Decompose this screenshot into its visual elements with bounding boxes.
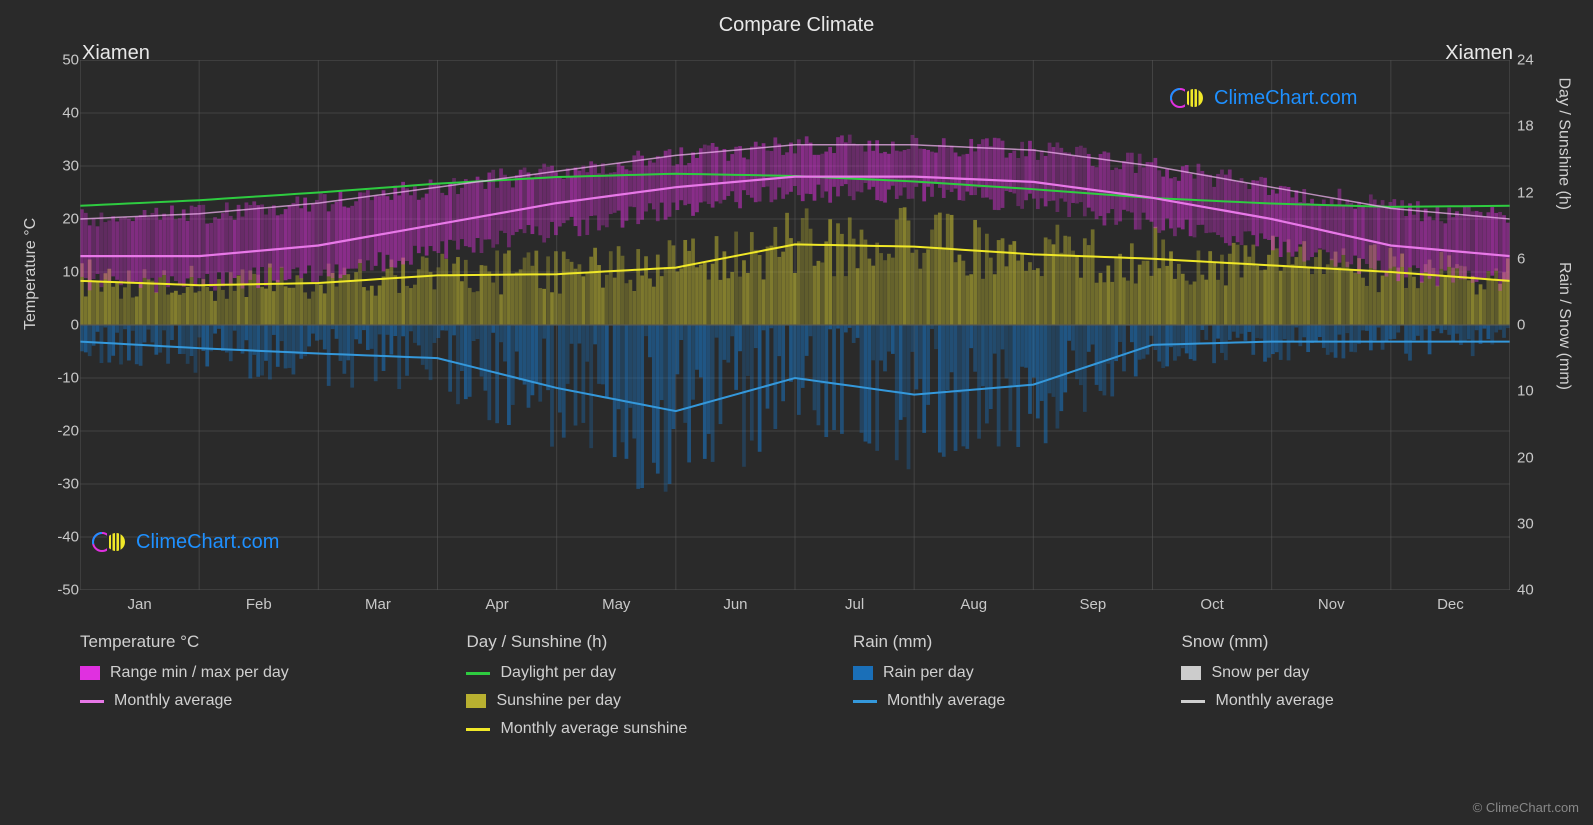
legend-header-temp: Temperature °C <box>80 632 466 652</box>
swatch-sunshine <box>466 694 486 708</box>
legend-col-day: Day / Sunshine (h) Daylight per day Suns… <box>466 632 852 748</box>
legend-item-temp-range: Range min / max per day <box>80 664 466 682</box>
y-axis-label-right-top: Day / Sunshine (h) <box>1555 77 1573 210</box>
brand-text: ClimeChart.com <box>1214 87 1357 110</box>
legend-label: Monthly average <box>1215 692 1333 710</box>
y-ticks-right: 2418126010203040 <box>1517 60 1545 590</box>
legend-col-snow: Snow (mm) Snow per day Monthly average <box>1181 632 1510 748</box>
legend-item-rain-day: Rain per day <box>853 664 1182 682</box>
chart-title: Compare Climate <box>0 0 1593 37</box>
climate-chart-svg <box>80 60 1510 590</box>
legend-item-temp-avg: Monthly average <box>80 692 466 710</box>
y-axis-label-right-bottom: Rain / Snow (mm) <box>1555 262 1573 390</box>
swatch-rain <box>853 666 873 680</box>
y-ticks-left: 50403020100-10-20-30-40-50 <box>45 60 79 590</box>
legend-header-day: Day / Sunshine (h) <box>466 632 852 652</box>
brand-logo-bottom: ClimeChart.com <box>92 530 279 554</box>
legend: Temperature °C Range min / max per day M… <box>80 632 1510 748</box>
plot-area <box>80 60 1510 590</box>
legend-col-rain: Rain (mm) Rain per day Monthly average <box>853 632 1182 748</box>
copyright: © ClimeChart.com <box>1473 800 1579 815</box>
legend-label: Monthly average <box>114 692 232 710</box>
swatch-rain-avg <box>853 700 877 703</box>
legend-label: Sunshine per day <box>496 692 621 710</box>
brand-icon <box>1170 86 1206 110</box>
brand-icon <box>92 530 128 554</box>
legend-col-temp: Temperature °C Range min / max per day M… <box>80 632 466 748</box>
x-ticks: JanFebMarAprMayJunJulAugSepOctNovDec <box>80 596 1510 618</box>
brand-text: ClimeChart.com <box>136 531 279 554</box>
legend-item-snow-avg: Monthly average <box>1181 692 1510 710</box>
legend-label: Daylight per day <box>500 664 616 682</box>
legend-label: Range min / max per day <box>110 664 289 682</box>
legend-label: Monthly average <box>887 692 1005 710</box>
swatch-sunshine-avg <box>466 728 490 731</box>
legend-label: Monthly average sunshine <box>500 720 687 738</box>
legend-item-sunshine-avg: Monthly average sunshine <box>466 720 852 738</box>
legend-item-daylight: Daylight per day <box>466 664 852 682</box>
swatch-snow-avg <box>1181 700 1205 703</box>
swatch-snow <box>1181 666 1201 680</box>
legend-header-snow: Snow (mm) <box>1181 632 1510 652</box>
legend-label: Rain per day <box>883 664 974 682</box>
legend-item-sunshine: Sunshine per day <box>466 692 852 710</box>
legend-item-rain-avg: Monthly average <box>853 692 1182 710</box>
legend-item-snow-day: Snow per day <box>1181 664 1510 682</box>
legend-header-rain: Rain (mm) <box>853 632 1182 652</box>
swatch-temp-avg <box>80 700 104 703</box>
brand-logo-top: ClimeChart.com <box>1170 86 1357 110</box>
legend-label: Snow per day <box>1211 664 1309 682</box>
swatch-daylight <box>466 672 490 675</box>
swatch-temp-range <box>80 666 100 680</box>
y-axis-label-left: Temperature °C <box>22 218 40 330</box>
